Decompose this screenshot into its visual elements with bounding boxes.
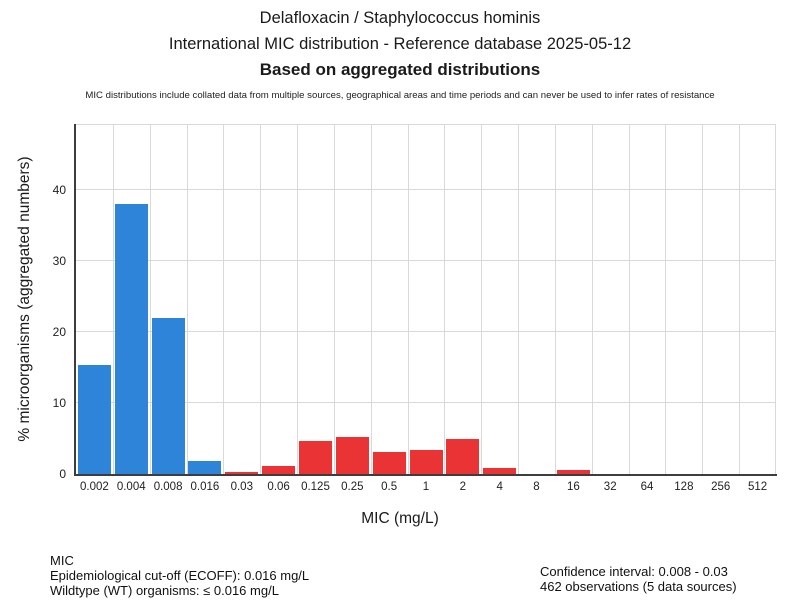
bar-0.03 [225,471,259,474]
x-tick-8: 8 [533,481,540,493]
plot-top-border [76,124,776,125]
gridline-x-12 [518,124,520,474]
bar-0.06 [262,466,296,474]
plot-right-border [775,124,776,474]
gridline-y-10 [76,402,776,404]
x-tick-1: 1 [422,481,430,493]
gridline-x-11 [481,124,483,474]
gridline-x-17 [702,124,704,474]
gridline-x-18 [739,124,741,474]
x-tick-0.002: 0.002 [80,481,109,493]
gridline-x-14 [591,124,593,474]
x-tick-0.004: 0.004 [116,481,146,493]
x-tick-512: 512 [747,481,768,493]
bar-1 [409,449,443,474]
y-axis-line [74,124,76,476]
bar-2 [446,439,480,474]
y-tick-0: 0 [59,467,66,481]
gridline-x-16 [665,124,667,474]
footer-confidence-interval: Confidence interval: 0.008 - 0.03 [540,564,728,579]
gridline-x-1 [112,124,114,474]
footer-ecoff-block: MIC Epidemiological cut-off (ECOFF): 0.0… [50,553,309,599]
x-tick-128: 128 [674,481,694,493]
footer-observations-block: Confidence interval: 0.008 - 0.03 462 ob… [540,564,737,594]
x-tick-0.25: 0.25 [341,481,364,493]
bar-0.016 [188,460,222,474]
bar-0.5 [372,452,406,474]
x-tick-16: 16 [566,481,580,493]
footer-ecoff-line: Epidemiological cut-off (ECOFF): 0.016 m… [50,568,310,584]
gridline-x-15 [628,124,630,474]
x-tick-0.5: 0.5 [381,481,398,493]
y-tick-10: 10 [52,396,66,410]
x-tick-0.008: 0.008 [153,481,183,493]
disclaimer-text: MIC distributions include collated data … [85,90,715,101]
x-axis-title: MIC (mg/L) [361,510,439,527]
y-tick-30: 30 [52,254,66,269]
bar-0.008 [151,317,185,474]
y-tick-20: 20 [52,325,66,339]
x-tick-0.125: 0.125 [301,481,330,493]
x-tick-0.03: 0.03 [230,481,253,493]
gridline-x-6 [297,124,299,474]
gridline-x-2 [149,124,151,474]
gridline-x-4 [223,124,225,474]
footer-mic-label: MIC [50,553,74,568]
gridline-x-7 [333,124,335,474]
x-tick-0.016: 0.016 [190,481,220,493]
gridline-x-5 [260,124,262,474]
bar-0.002 [77,364,111,474]
x-tick-64: 64 [640,481,654,493]
bar-16 [556,469,590,474]
chart-title-database: International MIC distribution - Referen… [168,35,632,53]
x-tick-256: 256 [711,481,731,493]
chart-title-organism: Delafloxacin / Staphylococcus hominis [259,9,541,27]
y-tick-40: 40 [52,183,66,198]
bar-4 [483,468,517,474]
gridline-y-40 [76,189,776,191]
y-axis-tick-labels: 0 10 20 30 40 [0,124,66,481]
gridline-y-30 [76,260,776,262]
bar-0.004 [114,204,148,474]
gridline-x-10 [444,124,446,474]
bar-0.125 [298,441,332,474]
x-tick-0.06: 0.06 [267,481,290,493]
gridline-x-3 [186,124,188,474]
x-axis-tick-labels: 0.002 0.004 0.008 0.016 0.03 0.06 0.125 0.25 0.5… [76,481,776,495]
footer-observations: 462 observations (5 data sources) [540,579,737,595]
gridline-x-9 [407,124,409,474]
gridline-y-20 [76,331,776,333]
plot-area [74,124,777,476]
x-axis-line [74,474,777,476]
footer-wildtype-line: Wildtype (WT) organisms: ≤ 0.016 mg/L [50,583,279,599]
gridline-x-8 [370,124,372,474]
x-tick-4: 4 [496,481,503,493]
chart-subtitle-aggregated: Based on aggregated distributions [259,60,541,79]
gridline-x-13 [554,124,556,474]
x-tick-2: 2 [459,481,467,493]
bar-0.25 [335,437,369,474]
x-tick-32: 32 [603,481,617,493]
